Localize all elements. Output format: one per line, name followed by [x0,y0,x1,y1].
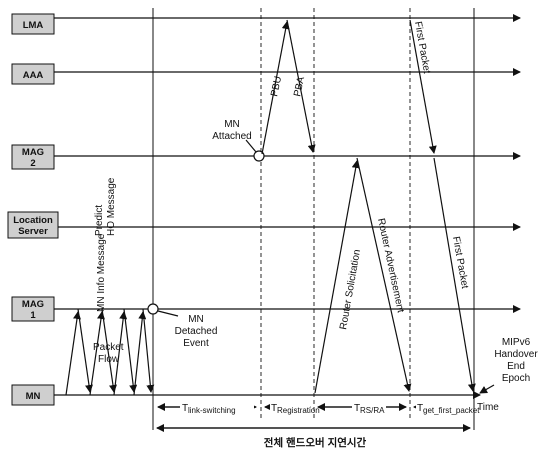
interval-total: 전체 핸드오버 지연시간 [156,424,471,449]
entity-mag2: MAG 2 [11,144,55,170]
interval-registration-sub: Registration [277,406,320,415]
entity-mag1: MAG 1 [11,296,55,322]
entity-aaa: AAA [11,63,55,85]
interval-first-packet-sub: get_first_packet [423,406,480,415]
packet-flow-arrows [65,308,155,396]
pba-label: PBA [292,75,307,97]
mn-detached-marker [147,303,159,315]
interval-registration-t: T [271,403,277,414]
router-solicitation-arrow [314,160,360,394]
handover-end-pointer [479,384,495,394]
router-advertisement-arrow [356,157,412,392]
mn-detached-label-1: MN [188,314,204,325]
entity-mag1-label-1: MAG [22,299,44,310]
handover-end-label-1: MIPv6 [502,337,531,348]
first-packet-label-bottom: First Packet [450,236,470,290]
entity-mag2-label-2: 2 [30,158,35,169]
mn-info-message-label: MN Info Message [96,233,107,312]
mn-detached-label-2: Detached [175,326,218,337]
entity-location-server: Location Server [7,211,59,239]
entity-mn-label: MN [26,391,41,402]
interval-first-packet-t: T [417,403,423,414]
handover-end-label-2: Handover [494,349,538,360]
interval-link-switching-t: T [182,403,188,414]
time-axis-label: Time [477,402,499,413]
pbu-arrow [261,21,290,155]
interval-first-packet: T get_first_packet [413,400,480,415]
entity-location-server-label-1: Location [13,215,53,226]
mn-detached-label-3: Event [183,338,209,349]
interval-registration: T Registration [264,400,320,415]
interval-total-label: 전체 핸드오버 지연시간 [264,436,367,449]
predict-ho-label-1: Predict [94,205,105,236]
entity-mn: MN [11,384,55,406]
handover-end-label-3: End [507,361,525,372]
mn-attached-label-1: MN [224,119,240,130]
interval-rs-ra-t: T [354,403,360,414]
interval-link-switching: T link-switching [157,400,257,415]
entity-mag2-label-1: MAG [22,147,44,158]
interval-rs-ra: T RS/RA [317,400,407,415]
mn-attached-pointer [245,139,257,153]
first-packet-arrow-top [409,19,437,154]
first-packet-arrow-bottom [433,157,476,392]
pba-arrow [286,19,316,153]
router-advertisement-label: Router Advertisement [375,217,406,314]
pbu-label: PBU [269,75,284,97]
handover-end-label-4: Epoch [502,373,530,384]
interval-link-switching-sub: link-switching [188,406,236,415]
packet-flow-label-2: Flow [98,354,120,365]
entity-lma: LMA [11,13,55,35]
packet-flow-label-1: Packet [93,342,124,353]
entity-mag1-label-2: 1 [30,310,36,321]
entity-location-server-label-2: Server [18,226,48,237]
mn-detached-pointer [157,310,179,317]
entity-lma-label: LMA [23,20,44,31]
router-solicitation-label: Router Solicitation [338,249,363,331]
predict-ho-label-2: HO Message [106,177,117,236]
entity-aaa-label: AAA [23,70,44,81]
mn-attached-label-2: Attached [212,131,251,142]
interval-rs-ra-sub: RS/RA [360,406,385,415]
